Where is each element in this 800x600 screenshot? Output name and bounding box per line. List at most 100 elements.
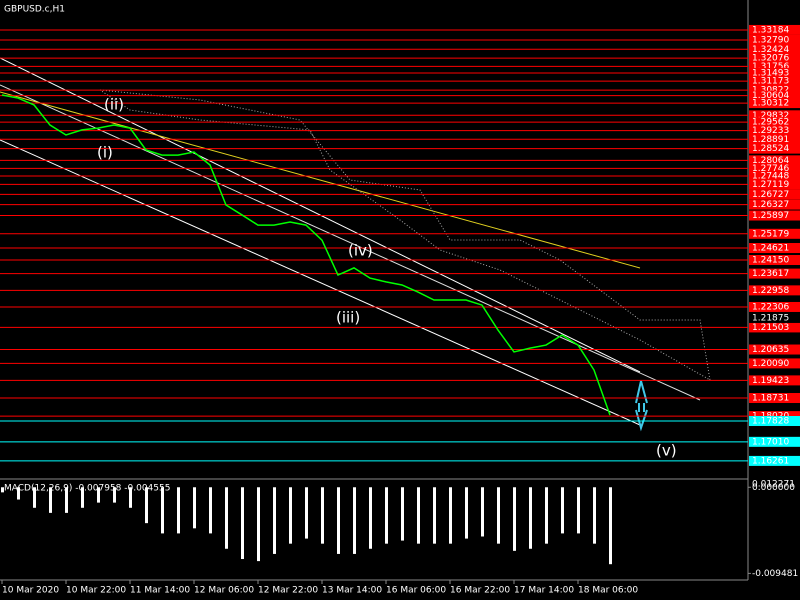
x-tick-label: 10 Mar 2020	[2, 586, 59, 596]
macd-bar	[65, 487, 68, 513]
level-label-box	[749, 143, 800, 154]
macd-bar	[225, 487, 228, 549]
macd-bar	[577, 487, 580, 534]
macd-bar	[561, 487, 564, 534]
level-label-box	[749, 163, 800, 174]
level-label-box	[749, 255, 800, 266]
wave-label: (v)	[656, 442, 677, 460]
level-label: 1.29233	[752, 126, 789, 136]
macd-bar	[145, 487, 148, 524]
level-label: 1.24621	[752, 244, 789, 254]
macd-bar	[513, 487, 516, 551]
macd-bar	[465, 487, 468, 539]
wave-label: (iv)	[348, 242, 373, 260]
level-label: 1.27448	[752, 172, 789, 182]
macd-bar	[1, 487, 4, 493]
macd-bar	[33, 487, 36, 508]
level-label: 1.30604	[752, 91, 789, 101]
level-label: 1.21503	[752, 323, 789, 333]
macd-bar	[241, 487, 244, 560]
x-tick-label: 11 Mar 14:00	[130, 586, 190, 596]
level-label-box	[749, 110, 800, 121]
macd-bar	[257, 487, 260, 562]
level-label-box	[749, 301, 800, 312]
current-price-label: 1.21875	[752, 313, 789, 323]
level-label: 1.16261	[752, 456, 789, 466]
level-label-box	[749, 125, 800, 136]
macd-max-label: 0.012271	[752, 480, 795, 490]
chart-title: GBPUSD.c,H1	[4, 5, 65, 15]
level-label: 1.27119	[752, 180, 789, 190]
level-label-box	[749, 375, 800, 386]
level-label-box	[749, 98, 800, 109]
y-tick-label: -0.009481	[752, 569, 798, 579]
level-label: 1.29832	[752, 111, 789, 121]
level-label-box	[749, 285, 800, 296]
macd-bar	[529, 487, 532, 549]
level-label: 1.32790	[752, 35, 789, 45]
level-label: 1.20635	[752, 345, 789, 355]
macd-bar	[193, 487, 196, 529]
macd-bar	[609, 487, 612, 565]
price-line	[1, 94, 611, 416]
macd-bar	[305, 487, 308, 539]
level-label: 1.29562	[752, 118, 789, 128]
level-label-box	[749, 44, 800, 55]
macd-bar	[321, 487, 324, 544]
macd-bar	[209, 487, 212, 534]
level-label-box	[749, 243, 800, 254]
macd-bar	[353, 487, 356, 554]
level-label-box	[749, 199, 800, 210]
x-tick-label: 16 Mar 06:00	[386, 586, 446, 596]
level-label: 1.17828	[752, 417, 789, 427]
level-label-box	[749, 228, 800, 239]
level-label-box	[749, 189, 800, 200]
macd-bar	[97, 487, 100, 503]
x-tick-label: 16 Mar 22:00	[450, 586, 510, 596]
level-label-box	[749, 61, 800, 72]
wave-label: (ii)	[104, 96, 124, 114]
macd-bar	[161, 487, 164, 534]
level-label-box	[749, 117, 800, 128]
level-label: 1.31173	[752, 77, 789, 87]
level-label: 1.31493	[752, 69, 789, 79]
macd-bar	[273, 487, 276, 554]
current-price-box	[749, 312, 800, 323]
level-label-box	[749, 344, 800, 355]
macd-bar	[289, 487, 292, 544]
x-tick-label: 13 Mar 14:00	[322, 586, 382, 596]
level-label-box	[749, 416, 800, 427]
x-tick-label: 12 Mar 22:00	[258, 586, 318, 596]
level-label-box	[749, 393, 800, 404]
macd-bar	[129, 487, 132, 508]
channel-lines	[0, 57, 701, 426]
level-label: 1.31756	[752, 62, 789, 72]
level-label: 1.28891	[752, 135, 789, 145]
macd-bar	[49, 487, 52, 513]
level-label-box	[749, 268, 800, 279]
x-tick-label: 10 Mar 22:00	[66, 586, 126, 596]
level-label-box	[749, 34, 800, 45]
level-label: 1.22306	[752, 302, 789, 312]
macd-bar	[369, 487, 372, 549]
level-label-box	[749, 436, 800, 447]
level-label: 1.32424	[752, 45, 789, 55]
level-label-box	[749, 76, 800, 87]
level-label-box	[749, 179, 800, 190]
macd-bar	[337, 487, 340, 554]
level-label-box	[749, 210, 800, 221]
level-label: 1.22958	[752, 286, 789, 296]
level-label: 1.20090	[752, 359, 789, 369]
level-label: 1.17010	[752, 437, 789, 447]
level-label: 1.30822	[752, 86, 789, 96]
wave-label: (i)	[97, 144, 113, 162]
level-label-box	[749, 455, 800, 466]
level-label-box	[749, 85, 800, 96]
y-tick-label: 0.000000	[752, 483, 795, 493]
macd-bar	[385, 487, 388, 544]
level-label: 1.18731	[752, 394, 789, 404]
level-label: 1.19423	[752, 376, 789, 386]
macd-bar	[497, 487, 500, 544]
macd-bar	[113, 487, 116, 503]
level-label: 1.33184	[752, 25, 789, 35]
